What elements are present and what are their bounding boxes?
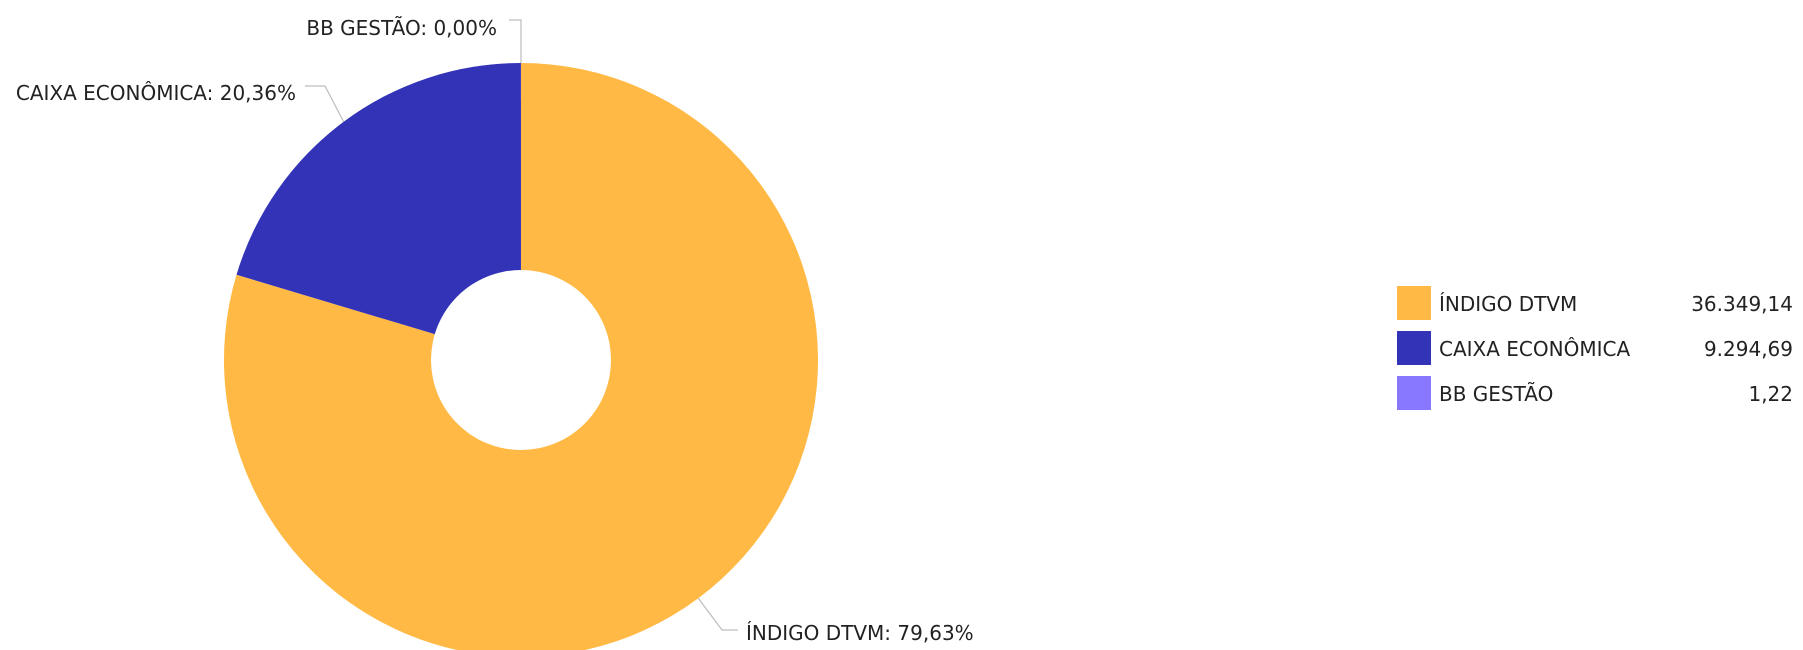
legend-swatch	[1397, 376, 1431, 410]
donut-hole	[431, 270, 611, 450]
legend-value: 1,22	[1748, 382, 1793, 406]
legend-label: CAIXA ECONÔMICA	[1439, 337, 1630, 361]
legend-value: 36.349,14	[1691, 292, 1793, 316]
leader-line-indigo-dtvm	[697, 597, 738, 631]
slice-indigo-dtvm[interactable]	[224, 63, 818, 650]
slice-label-caixa-economica: CAIXA ECONÔMICA: 20,36%	[16, 81, 296, 105]
legend-item-indigo-dtvm[interactable]: ÍNDIGO DTVM 36.349,14	[1397, 286, 1793, 320]
slice-caixa-economica[interactable]	[236, 63, 521, 361]
legend-item-bb-gestao[interactable]: BB GESTÃO 1,22	[1397, 376, 1793, 410]
legend-value: 9.294,69	[1704, 337, 1793, 361]
slice-labels: BB GESTÃO: 0,00% CAIXA ECONÔMICA: 20,36%…	[16, 16, 974, 645]
legend-item-caixa-economica[interactable]: CAIXA ECONÔMICA 9.294,69	[1397, 331, 1793, 365]
leader-line-caixa-economica	[305, 85, 345, 123]
label-leader-lines	[305, 19, 738, 631]
legend-label: ÍNDIGO DTVM	[1439, 292, 1577, 316]
legend: ÍNDIGO DTVM 36.349,14 CAIXA ECONÔMICA 9.294…	[1397, 286, 1793, 410]
legend-label: BB GESTÃO	[1439, 382, 1553, 406]
slice-label-bb-gestao: BB GESTÃO: 0,00%	[306, 16, 497, 40]
legend-swatch	[1397, 331, 1431, 365]
legend-swatch	[1397, 286, 1431, 320]
leader-line-bb-gestao	[509, 19, 522, 63]
slice-label-indigo-dtvm: ÍNDIGO DTVM: 79,63%	[746, 621, 974, 645]
